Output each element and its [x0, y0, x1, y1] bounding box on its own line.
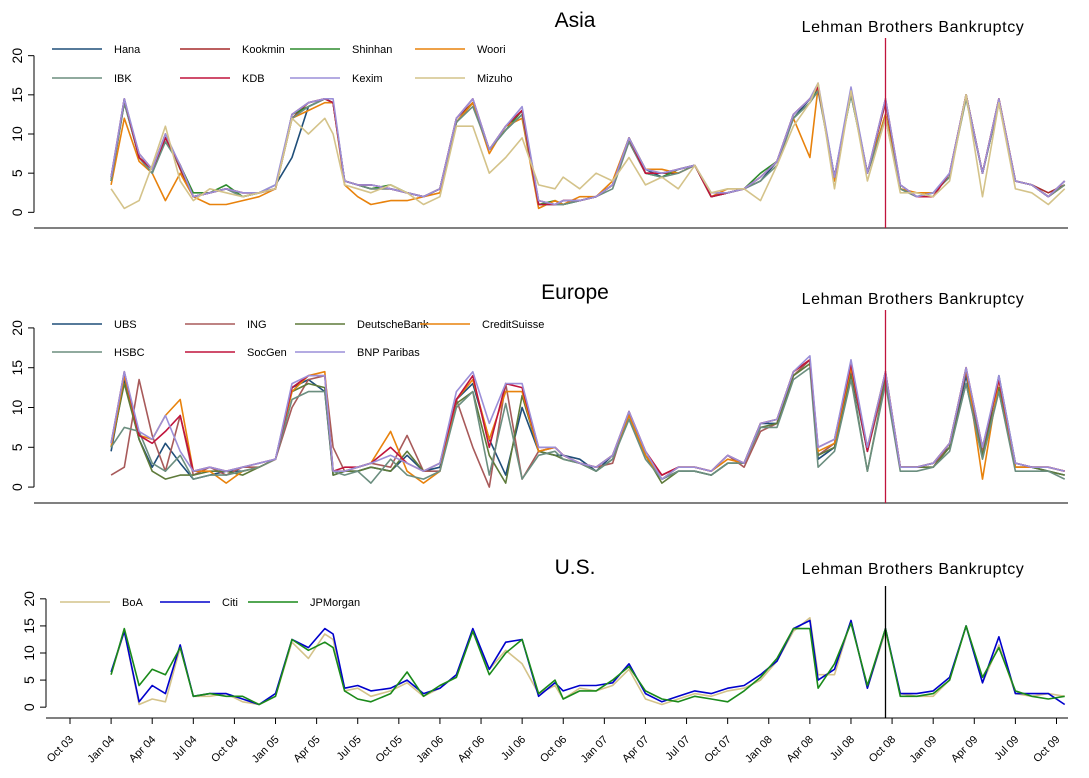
x-tick-label: Jan 04: [85, 734, 117, 766]
x-tick-label: Apr 04: [127, 734, 158, 765]
y-tick-label: 10: [9, 400, 25, 416]
legend-label: Shinhan: [352, 44, 392, 56]
panel-title: Asia: [555, 9, 596, 32]
y-tick-label: 20: [9, 48, 25, 64]
x-tick-label: Jul 06: [499, 734, 528, 763]
series-line: [110, 619, 1066, 706]
x-tick-label: Oct 08: [867, 734, 898, 765]
x-tick-label: Oct 09: [1031, 734, 1062, 765]
y-tick-label: 20: [21, 591, 37, 607]
series-line: [110, 359, 1065, 480]
x-tick-label: Jan 06: [414, 734, 446, 766]
series-line: [110, 86, 1066, 210]
x-tick-label: Oct 06: [538, 734, 569, 765]
legend-label: JPMorgan: [310, 597, 360, 609]
x-tick-label: Apr 09: [949, 734, 980, 765]
legend-label: Kexim: [352, 73, 383, 85]
y-tick-label: 0: [21, 703, 37, 711]
legend-label: HSBC: [114, 347, 145, 359]
legend-label: Kookmin: [242, 44, 285, 56]
y-tick-label: 10: [21, 645, 37, 661]
series-line: [110, 86, 1066, 206]
panel-2: 0 5 10 15 20 U.S. Lehman Brothers Bankruptcy Bo…: [21, 556, 1068, 765]
series-line: [110, 86, 1066, 206]
series-line: [110, 82, 1066, 206]
legend-label: UBS: [114, 319, 137, 331]
series-line: [110, 86, 1066, 206]
x-tick-label: Jul 04: [170, 734, 199, 763]
panel-title: U.S.: [555, 556, 596, 579]
panel-title: Europe: [541, 281, 609, 304]
x-tick-label: Apr 05: [291, 734, 322, 765]
series-line: [110, 355, 1065, 480]
y-tick-label: 0: [9, 483, 25, 491]
y-tick-label: 15: [9, 87, 25, 103]
x-tick-label: Jan 08: [743, 734, 775, 766]
legend-label: CreditSuisse: [482, 319, 544, 331]
x-tick-label: Oct 04: [209, 734, 240, 765]
legend-label: Hana: [114, 44, 141, 56]
x-tick-label: Apr 06: [456, 734, 487, 765]
y-tick-label: 5: [9, 169, 25, 177]
y-tick-label: 15: [21, 618, 37, 634]
series-line: [110, 86, 1066, 206]
legend-label: KDB: [242, 73, 265, 85]
y-tick-label: 20: [9, 320, 25, 336]
x-tick-label: Oct 07: [702, 734, 733, 765]
x-tick-label: Jan 07: [579, 734, 611, 766]
legend-label: IBK: [114, 73, 132, 85]
series-line: [110, 366, 1066, 484]
event-annotation: Lehman Brothers Bankruptcy: [802, 561, 1025, 578]
x-tick-label: Oct 05: [374, 734, 405, 765]
event-annotation: Lehman Brothers Bankruptcy: [802, 291, 1025, 308]
y-tick-label: 15: [9, 360, 25, 376]
y-tick-label: 5: [9, 443, 25, 451]
legend-label: BNP Paribas: [357, 347, 420, 359]
x-tick-label: Jul 08: [828, 734, 857, 763]
x-tick-label: Jul 09: [992, 734, 1021, 763]
series-line: [110, 82, 1066, 210]
x-tick-label: Jul 05: [335, 734, 364, 763]
legend-label: SocGen: [247, 347, 287, 359]
legend-label: Mizuho: [477, 73, 512, 85]
series-line: [110, 90, 1066, 206]
series-line: [110, 359, 1065, 476]
legend-label: DeutscheBank: [357, 319, 429, 331]
x-tick-label: Jan 05: [250, 734, 282, 766]
legend-label: ING: [247, 319, 267, 331]
y-tick-label: 5: [21, 676, 37, 684]
event-annotation: Lehman Brothers Bankruptcy: [802, 19, 1025, 36]
x-tick-label: Apr 07: [620, 734, 651, 765]
panel-0: 0 5 10 15 20 Asia Lehman Brothers Bankruptcy Ha…: [9, 9, 1068, 229]
x-tick-label: Jul 07: [663, 734, 692, 763]
y-tick-label: 10: [9, 126, 25, 142]
legend-label: BoA: [122, 597, 143, 609]
series-line: [110, 622, 1065, 706]
y-tick-label: 0: [9, 208, 25, 216]
legend-label: Citi: [222, 597, 238, 609]
x-tick-label: Apr 08: [785, 734, 816, 765]
x-tick-label: Jan 09: [907, 734, 939, 766]
panel-1: 0 5 10 15 20 Europe Lehman Brothers Bankruptcy…: [9, 281, 1068, 504]
legend-label: Woori: [477, 44, 506, 56]
x-tick-label: Oct 03: [45, 734, 76, 765]
